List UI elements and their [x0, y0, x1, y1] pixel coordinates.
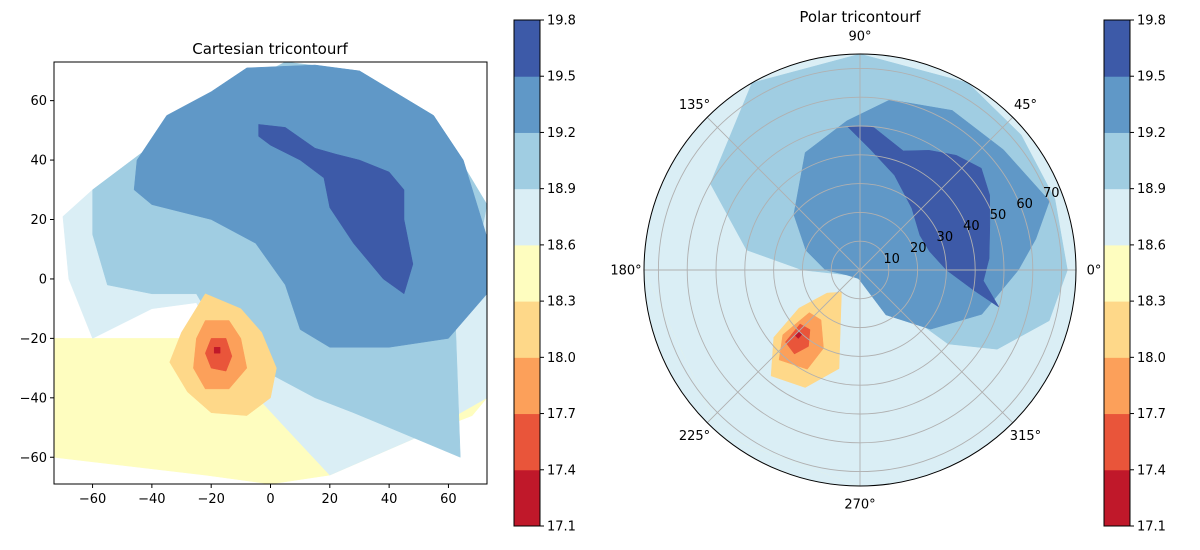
colorbar-segment	[1104, 132, 1130, 190]
colorbar-frame	[513, 19, 541, 527]
polar-grid	[644, 54, 1076, 486]
colorbar-tick-label: 19.8	[547, 14, 576, 29]
x-tick-label: −60	[79, 492, 106, 507]
theta-tick-label: 225°	[679, 429, 710, 444]
colorbar-segment	[514, 20, 540, 77]
r-tick-label: 40	[963, 219, 980, 234]
colorbar-segment	[1104, 469, 1130, 527]
colorbar-tick-label: 17.4	[547, 463, 576, 478]
contour-region-4	[258, 124, 414, 295]
angular-gridline	[859, 269, 1014, 424]
angular-gridline	[706, 269, 861, 424]
colorbar-tick-label: 18.0	[547, 351, 576, 366]
colorbar-segment	[514, 244, 540, 302]
cartesian-title: Cartesian tricontourf	[192, 40, 348, 58]
y-tick-label: −20	[20, 332, 47, 347]
colorbar-segment	[1104, 20, 1130, 77]
colorbar-tick-label: 19.2	[1137, 126, 1166, 141]
colorbar-tick-label: 18.6	[1137, 238, 1166, 253]
theta-tick-label: 270°	[844, 498, 875, 513]
colorbar-tick-label: 19.5	[1137, 70, 1166, 85]
contour-region-7	[205, 338, 233, 372]
contour-region-8	[213, 347, 221, 354]
polar-plot: Polar tricontourf 0° 45° 90° 135° 180° 225° 27…	[610, 8, 1101, 513]
colorbar-tick-label: 18.9	[1137, 182, 1166, 197]
colorbar-segment	[1104, 413, 1130, 471]
colorbar-segment	[514, 76, 540, 133]
r-tick-label: 50	[990, 208, 1007, 223]
polar-ticks: 0° 45° 90° 135° 180° 225° 270° 315° 10 20 30 40 50 60…	[610, 30, 1101, 513]
colorbar-segment	[514, 469, 540, 527]
colorbar-tick-label: 17.4	[1137, 463, 1166, 478]
colorbar-segment	[514, 413, 540, 471]
angular-gridline	[706, 116, 861, 271]
colorbar-tick-label: 17.1	[1137, 520, 1166, 535]
colorbar-segment	[514, 188, 540, 246]
cartesian-colorbar: 17.1 17.4 17.7 18.0 18.3 18.6 18.9 19.2 19.5 19.8	[513, 14, 576, 535]
y-tick-label: 20	[30, 213, 47, 228]
colorbar-segment	[514, 301, 540, 358]
colorbar-segment	[1104, 76, 1130, 133]
colorbar-tick-label: 18.0	[1137, 351, 1166, 366]
theta-tick-label: 45°	[1014, 98, 1037, 113]
polar-title: Polar tricontourf	[799, 8, 921, 26]
colorbar-segment	[1104, 301, 1130, 358]
angular-gridline	[859, 116, 1014, 271]
r-tick-label: 70	[1043, 186, 1060, 201]
cartesian-ticks: −60 −40 −20 0 20 40 60 −60 −40 −20 0 20 40 60	[20, 94, 457, 507]
x-tick-label: −20	[197, 492, 224, 507]
polar-contour-region-4	[846, 126, 1000, 308]
colorbar-segment	[514, 357, 540, 415]
colorbar-tick-label: 19.8	[1137, 14, 1166, 29]
colorbar-tick-label: 17.7	[547, 407, 576, 422]
cartesian-plot: Cartesian tricontourf −60 −40 −20 0 20 40 60−6…	[20, 40, 488, 507]
colorbar-tick-label: 18.9	[547, 182, 576, 197]
cartesian-contour-fill	[54, 62, 487, 484]
x-tick-label: 0	[266, 492, 274, 507]
colorbar-tick-label: 19.2	[547, 126, 576, 141]
theta-tick-label: 0°	[1087, 264, 1102, 279]
theta-tick-label: 90°	[848, 30, 871, 45]
theta-tick-label: 315°	[1010, 429, 1041, 444]
colorbar-tick-label: 17.1	[547, 520, 576, 535]
theta-tick-label: 135°	[679, 98, 710, 113]
x-tick-label: 60	[440, 492, 457, 507]
colorbar-segment	[1104, 188, 1130, 246]
contour-region-3	[133, 64, 487, 348]
colorbar-segment	[1104, 357, 1130, 415]
y-tick-label: 60	[30, 94, 47, 109]
colorbar-frame	[1103, 19, 1131, 527]
polar-contour-region-7	[785, 323, 811, 355]
theta-tick-label: 180°	[610, 264, 641, 279]
y-tick-label: −60	[20, 451, 47, 466]
r-tick-label: 60	[1016, 197, 1033, 212]
x-tick-label: 40	[381, 492, 398, 507]
colorbar-tick-label: 18.6	[547, 238, 576, 253]
colorbar-segment	[1104, 244, 1130, 302]
x-tick-label: −40	[138, 492, 165, 507]
colorbar-tick-label: 18.3	[547, 295, 576, 310]
r-tick-label: 20	[910, 241, 927, 256]
colorbar-tick-label: 19.5	[547, 70, 576, 85]
colorbar-segment	[514, 132, 540, 190]
polar-axes-frame	[643, 53, 1077, 487]
x-tick-label: 20	[322, 492, 339, 507]
colorbar-tick-label: 17.7	[1137, 407, 1166, 422]
polar-colorbar: 17.1 17.4 17.7 18.0 18.3 18.6 18.9 19.2 19.5 19.8	[1103, 14, 1166, 535]
y-tick-label: 0	[39, 272, 47, 287]
y-tick-label: −40	[20, 391, 47, 406]
r-tick-label: 30	[937, 230, 954, 245]
y-tick-label: 40	[30, 154, 47, 169]
colorbar-tick-label: 18.3	[1137, 295, 1166, 310]
r-tick-label: 10	[883, 252, 900, 267]
